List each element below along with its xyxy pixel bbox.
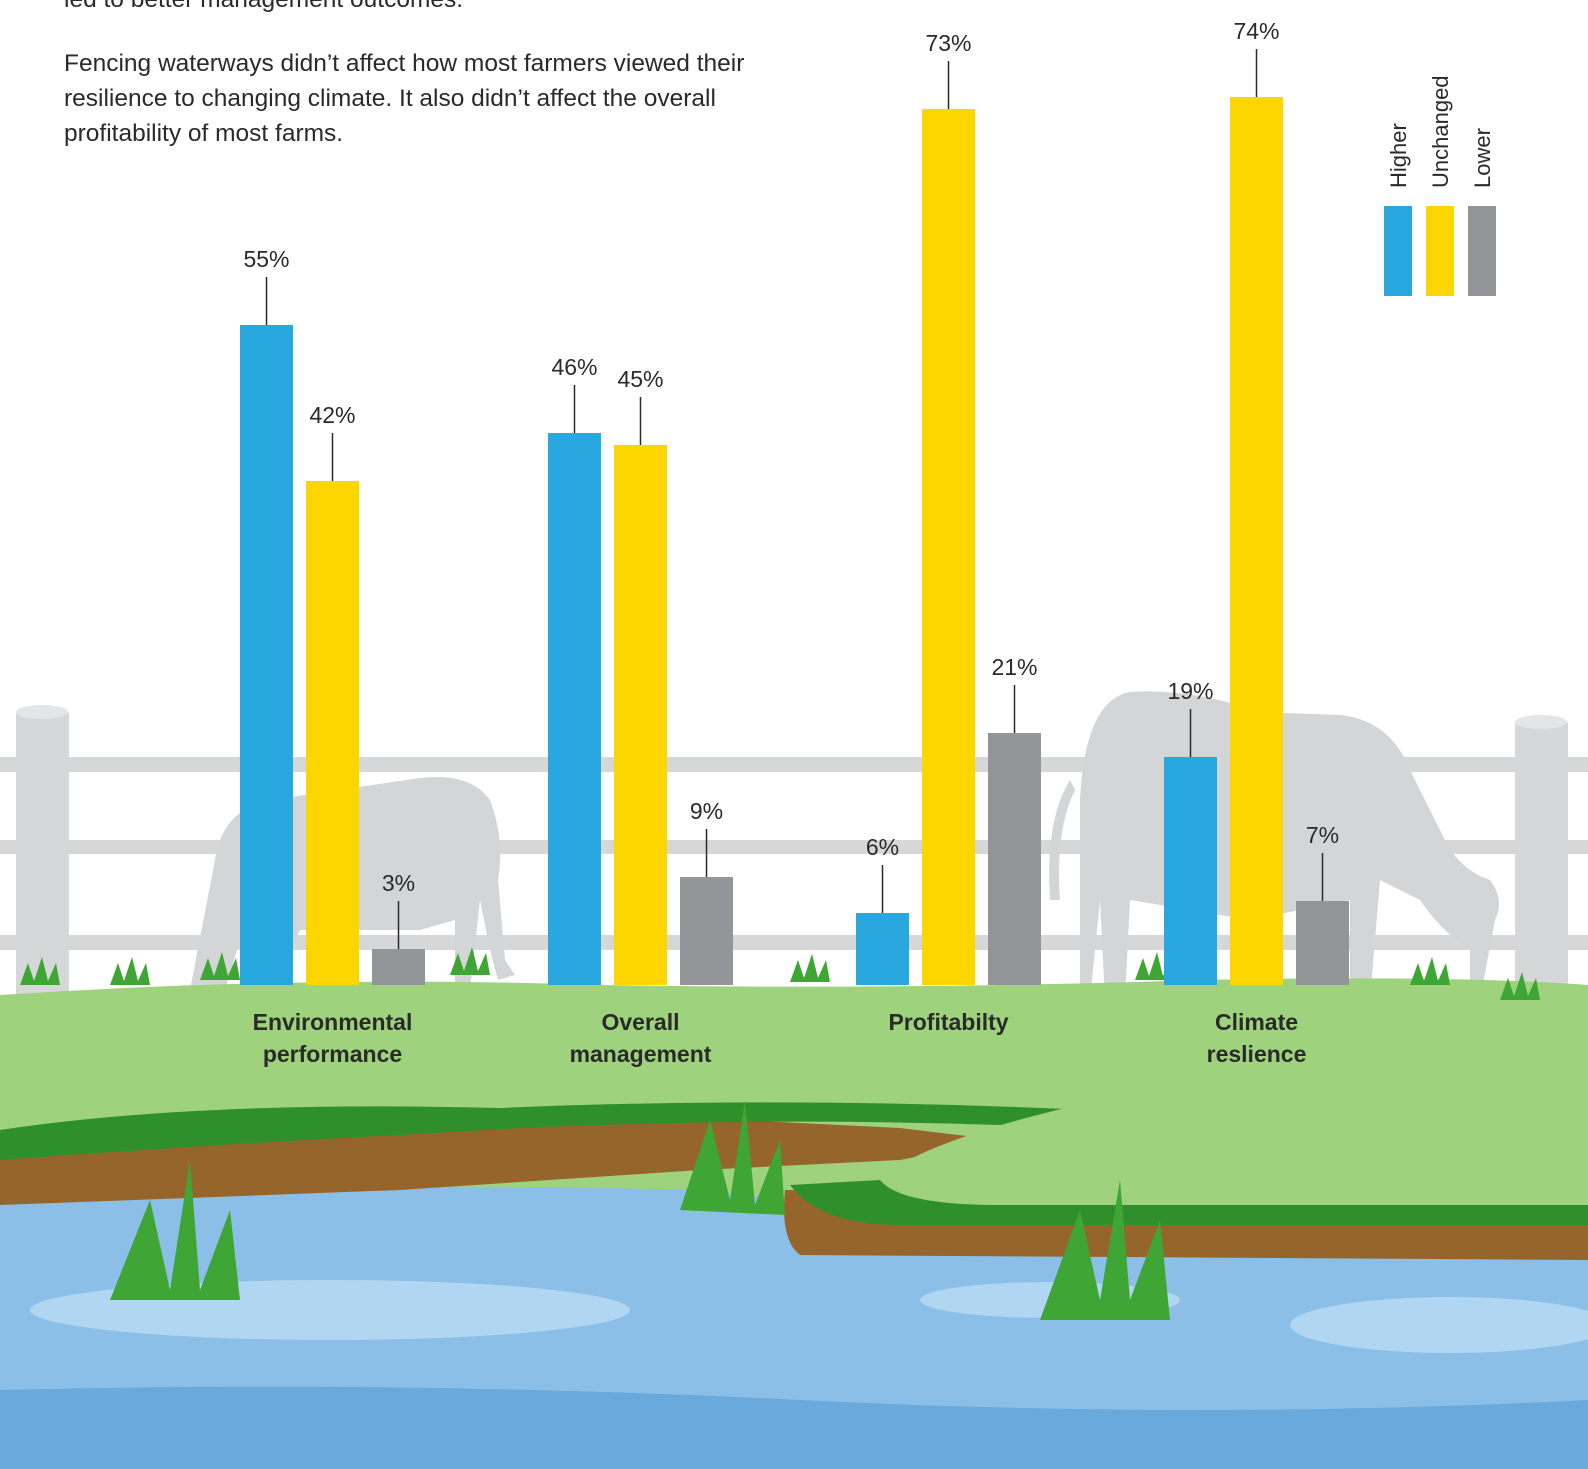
bar-unchanged (1230, 97, 1283, 985)
data-label: 73% (925, 30, 971, 56)
data-label: 7% (1306, 822, 1339, 848)
bar-higher (548, 433, 601, 985)
legend-label-lower: Lower (1470, 128, 1495, 188)
bar-lower (988, 733, 1041, 985)
data-label: 55% (243, 246, 289, 272)
bar-lower (1296, 901, 1349, 985)
reed-icon (110, 1100, 1170, 1320)
data-label: 19% (1167, 678, 1213, 704)
bar-unchanged (306, 481, 359, 985)
bar-higher (240, 325, 293, 985)
bar-lower (372, 949, 425, 985)
intro-text-top: led to better management outcomes. (64, 0, 824, 17)
bar-unchanged (614, 445, 667, 985)
category-label: Profitabilty (888, 1009, 1008, 1035)
data-label: 45% (617, 366, 663, 392)
data-label: 6% (866, 834, 899, 860)
data-label: 21% (991, 654, 1037, 680)
category-label: Environmental (253, 1009, 413, 1035)
data-label: 9% (690, 798, 723, 824)
data-label: 42% (309, 402, 355, 428)
category-label: performance (263, 1041, 402, 1067)
legend-swatch-higher (1384, 206, 1412, 296)
bar-higher (856, 913, 909, 985)
intro-paragraph: Fencing waterways didn’t affect how most… (64, 50, 745, 147)
legend-swatch-lower (1468, 206, 1496, 296)
legend-label-unchanged: Unchanged (1428, 75, 1453, 188)
data-label: 74% (1233, 18, 1279, 44)
category-label: management (570, 1041, 712, 1067)
bar-unchanged (922, 109, 975, 985)
category-label: Overall (602, 1009, 680, 1035)
bar-lower (680, 877, 733, 985)
category-label: reslience (1207, 1041, 1307, 1067)
legend-swatch-unchanged (1426, 206, 1454, 296)
bar-higher (1164, 757, 1217, 985)
category-label: Climate (1215, 1009, 1298, 1035)
data-label: 3% (382, 870, 415, 896)
data-label: 46% (551, 354, 597, 380)
legend-label-higher: Higher (1386, 123, 1411, 188)
